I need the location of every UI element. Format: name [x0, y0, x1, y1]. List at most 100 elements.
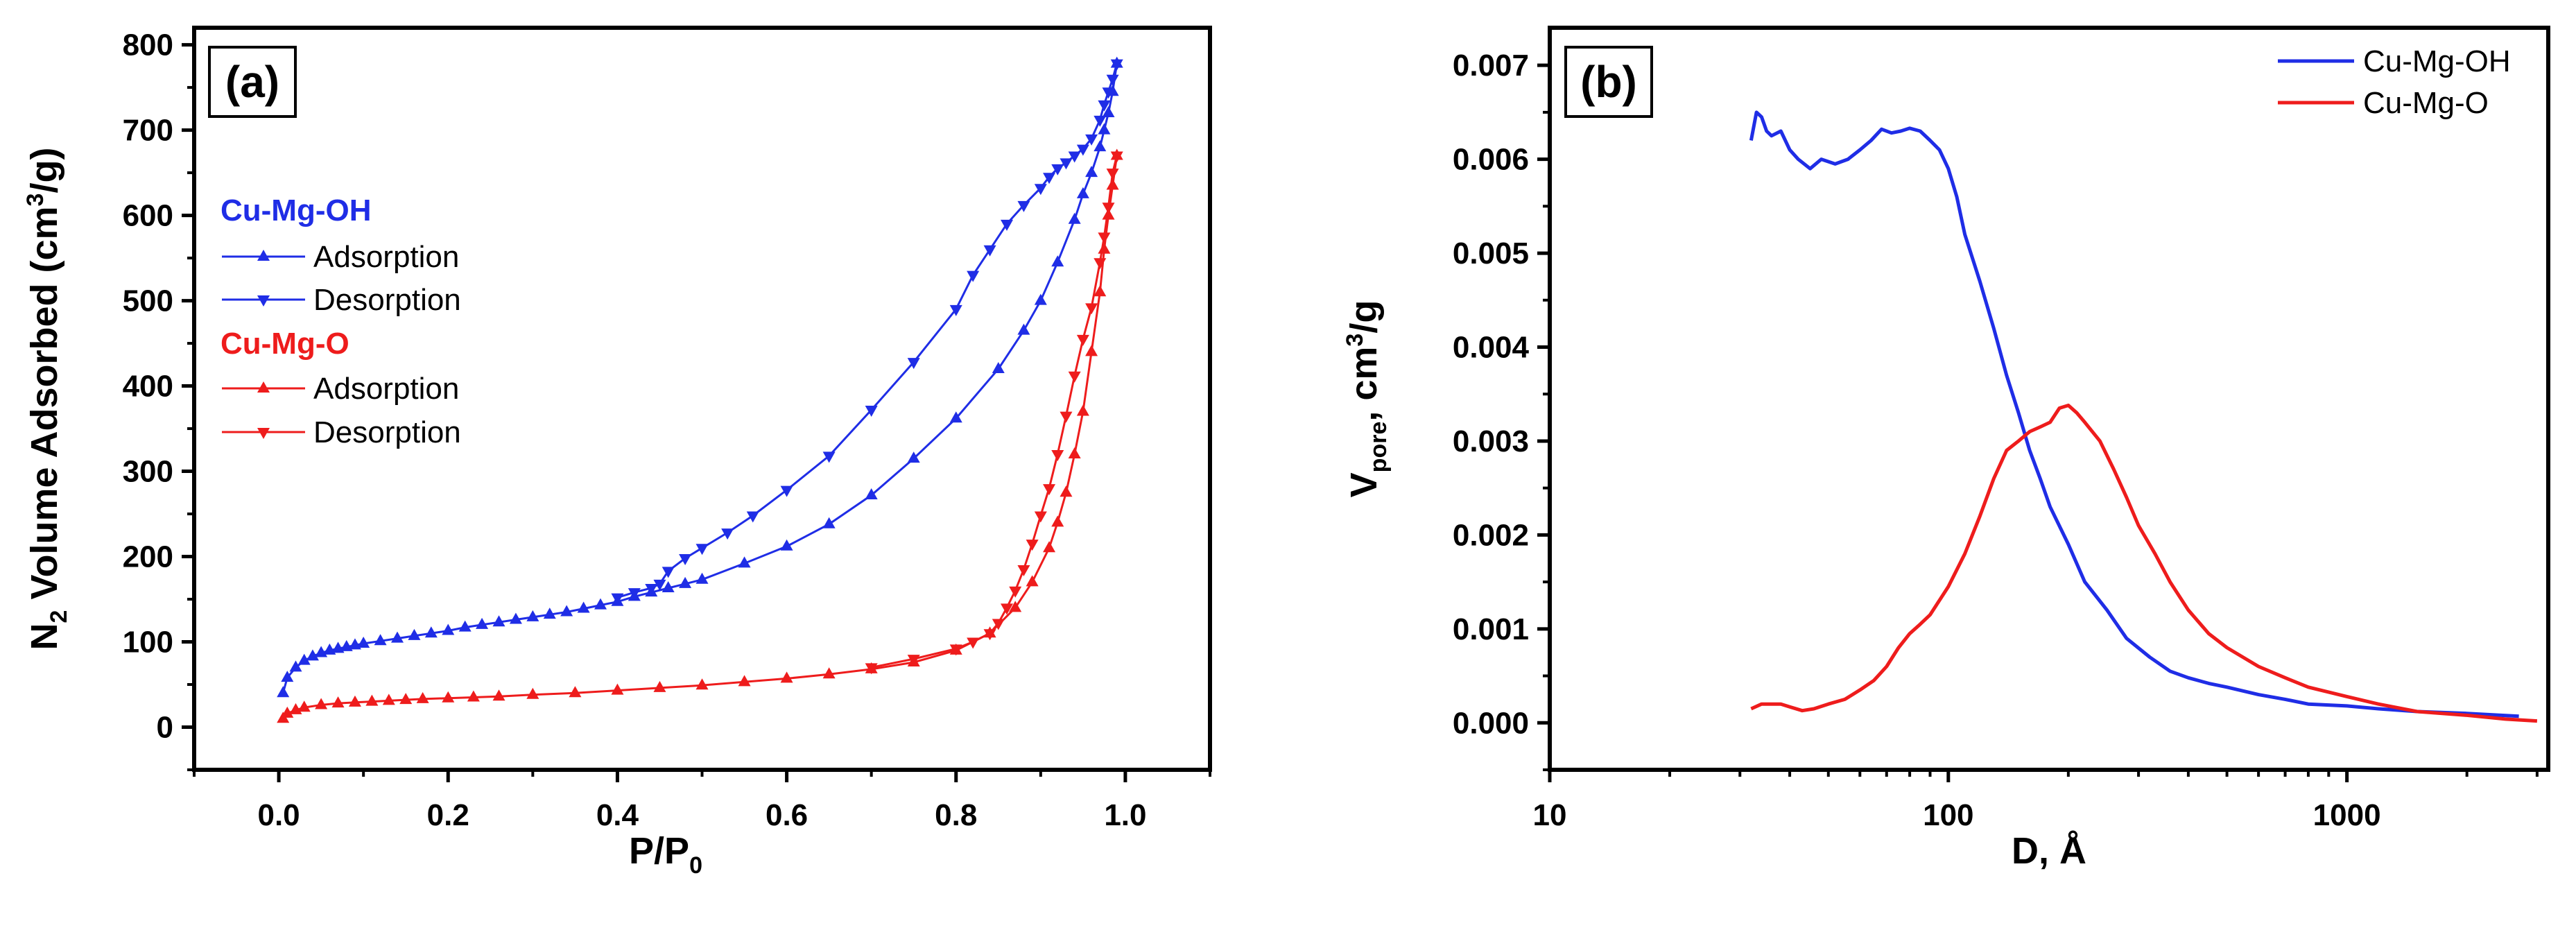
data-point-cu-mg-oh-adsorption [1034, 293, 1047, 305]
data-point-cu-mg-oh-desorption [1085, 134, 1098, 146]
data-point-cu-mg-o-adsorption [399, 693, 413, 705]
panel-b-x-tick-label: 100 [1923, 798, 1973, 832]
svg-text:Desorption: Desorption [313, 283, 461, 317]
data-point-cu-mg-oh-adsorption [424, 626, 438, 638]
data-point-cu-mg-o-adsorption [315, 698, 328, 709]
data-point-cu-mg-o-adsorption [1060, 485, 1073, 497]
data-point-cu-mg-o-adsorption [1043, 541, 1056, 553]
data-point-cu-mg-oh-desorption [1076, 144, 1089, 156]
legend-entry-cu-mg-o: Cu-Mg-O [2278, 86, 2489, 120]
panel-a-y-tick-label: 800 [123, 28, 173, 62]
panel-b-x-axis-title: D, Å [2012, 830, 2086, 872]
data-point-cu-mg-o-desorption [1034, 511, 1047, 523]
data-point-cu-mg-oh-adsorption [281, 671, 294, 682]
data-point-cu-mg-oh-desorption [645, 584, 658, 596]
panel-b-y-tick-label: 0.000 [1453, 706, 1529, 740]
series-line-cu-mg-oh [1749, 110, 2519, 718]
data-point-cu-mg-oh-adsorption [297, 653, 311, 665]
panel-a-y-ticks: 0 100 200 300 400 500 600 700 800 [123, 28, 194, 771]
data-point-cu-mg-o-desorption [1102, 203, 1115, 214]
data-point-cu-mg-oh-adsorption [865, 488, 878, 499]
data-point-cu-mg-o-adsorption [526, 687, 539, 699]
data-point-cu-mg-o-desorption [1009, 586, 1022, 598]
panel-a-y-tick-label: 0 [157, 711, 173, 745]
data-point-cu-mg-o-adsorption [1068, 447, 1081, 458]
panel-a-series-group [277, 56, 1123, 723]
data-point-cu-mg-o-desorption [1060, 411, 1073, 423]
data-point-cu-mg-o-adsorption [695, 678, 709, 690]
data-point-cu-mg-o-desorption [1106, 169, 1119, 180]
data-point-cu-mg-oh-adsorption [391, 631, 404, 643]
panel-a-label-box [208, 46, 297, 118]
data-point-cu-mg-oh-desorption [1093, 115, 1107, 127]
data-point-cu-mg-oh-adsorption [577, 601, 590, 613]
svg-text:Cu-Mg-OH: Cu-Mg-OH [2363, 44, 2511, 78]
data-point-cu-mg-oh-desorption [1110, 59, 1123, 71]
data-point-cu-mg-o-desorption [1085, 303, 1098, 315]
panel-a-y-axis-title: N2 Volume Adsorbed (cm3/g) [22, 148, 72, 651]
data-point-cu-mg-oh-adsorption [408, 628, 421, 640]
data-point-cu-mg-oh-desorption [695, 544, 709, 556]
data-point-cu-mg-o-desorption [1098, 232, 1111, 244]
data-point-cu-mg-oh-desorption [1102, 87, 1115, 99]
panel-b-plot-frame [1548, 26, 2550, 772]
data-point-cu-mg-oh-adsorption [509, 612, 522, 624]
data-point-cu-mg-oh-desorption [1106, 74, 1119, 86]
data-point-cu-mg-oh-desorption [1068, 151, 1081, 163]
panel-b-label: (b) [1580, 57, 1637, 107]
panel-a-x-tick-label: 1.0 [1104, 798, 1146, 832]
panel-a-y-tick-label: 200 [123, 540, 173, 574]
data-point-cu-mg-oh-adsorption [476, 617, 489, 629]
data-point-cu-mg-o-adsorption [365, 694, 379, 706]
panel-a-y-tick-label: 700 [123, 114, 173, 148]
data-point-cu-mg-oh-desorption [611, 593, 624, 605]
panel-b-y-tick-label: 0.003 [1453, 424, 1529, 458]
data-point-cu-mg-o-adsorption [653, 680, 666, 692]
data-point-cu-mg-oh-adsorption [306, 649, 319, 661]
data-point-cu-mg-o-desorption [1110, 151, 1123, 163]
data-point-cu-mg-oh-desorption [1001, 219, 1013, 231]
data-point-cu-mg-oh-adsorption [949, 411, 962, 423]
data-point-cu-mg-oh-adsorption [289, 660, 302, 672]
data-point-cu-mg-o-adsorption [1093, 285, 1107, 297]
legend-entry-cu-mg-oh: Cu-Mg-OH [2278, 44, 2511, 78]
data-point-cu-mg-o-adsorption [569, 686, 582, 698]
data-point-cu-mg-o-desorption [1017, 565, 1030, 576]
data-point-cu-mg-o-desorption [1043, 484, 1056, 496]
data-point-cu-mg-oh-desorption [653, 579, 666, 591]
data-point-cu-mg-oh-desorption [780, 485, 793, 497]
panel-a-y-tick-label: 600 [123, 199, 173, 233]
panel-b-legend: Cu-Mg-OH Cu-Mg-O [2278, 44, 2511, 120]
data-point-cu-mg-oh-desorption [1060, 158, 1073, 170]
data-point-cu-mg-o-adsorption [331, 696, 345, 708]
panel-a-y-tick-label: 400 [123, 370, 173, 404]
data-point-cu-mg-o-adsorption [416, 691, 429, 703]
data-point-cu-mg-o-adsorption [1085, 345, 1098, 356]
data-point-cu-mg-o-adsorption [467, 690, 480, 702]
data-point-cu-mg-oh-adsorption [1102, 105, 1115, 117]
panel-b-y-tick-label: 0.005 [1453, 236, 1529, 270]
data-point-cu-mg-oh-adsorption [560, 605, 573, 617]
data-point-cu-mg-o-desorption [907, 655, 920, 666]
data-point-cu-mg-o-desorption [949, 644, 962, 656]
data-point-cu-mg-oh-desorption [679, 553, 692, 565]
data-point-cu-mg-oh-adsorption [277, 686, 290, 698]
data-point-cu-mg-oh-adsorption [543, 608, 556, 619]
data-point-cu-mg-oh-adsorption [1017, 323, 1030, 335]
panel-b-x-tick-label: 1000 [2313, 798, 2381, 832]
data-point-cu-mg-o-adsorption [382, 694, 395, 705]
data-point-cu-mg-oh-adsorption [1085, 166, 1098, 178]
panel-b-y-tick-label: 0.004 [1453, 331, 1530, 365]
panel-b-y-ticks: 0.000 0.001 0.002 0.003 0.004 0.005 0.006 0.007 [1453, 49, 1550, 771]
data-point-cu-mg-oh-desorption [721, 528, 734, 540]
data-point-cu-mg-oh-adsorption [1076, 187, 1089, 198]
data-point-cu-mg-oh-desorption [983, 245, 996, 257]
data-point-cu-mg-oh-adsorption [357, 636, 370, 648]
data-point-cu-mg-oh-adsorption [1051, 255, 1064, 267]
data-point-cu-mg-oh-adsorption [1068, 212, 1081, 224]
panel-b-label-box [1564, 46, 1653, 118]
data-point-cu-mg-o-desorption [1068, 371, 1081, 383]
panel-b-x-ticks: 10 100 1000 [1533, 770, 2539, 832]
legend-entry-cu-mg-o-desorption: Desorption [222, 415, 461, 449]
